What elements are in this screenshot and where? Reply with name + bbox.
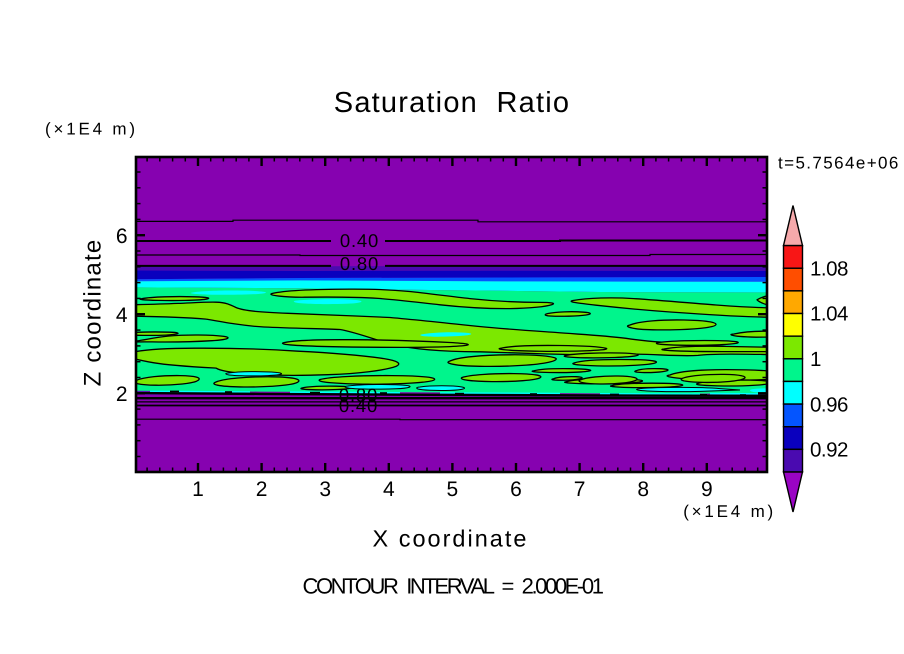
svg-text:2: 2 [116,383,128,406]
svg-text:5: 5 [447,478,459,501]
svg-text:0.40: 0.40 [340,230,379,251]
svg-text:4: 4 [116,304,128,327]
svg-text:4: 4 [383,478,395,501]
svg-text:(×1E4 m): (×1E4 m) [683,502,776,521]
svg-text:Saturation Ratio: Saturation Ratio [334,87,570,119]
svg-text:9: 9 [701,478,713,501]
svg-text:3: 3 [319,478,331,501]
svg-text:0.80: 0.80 [339,385,378,406]
svg-text:1.04: 1.04 [810,303,848,326]
svg-text:0.96: 0.96 [810,393,848,416]
svg-text:(×1E4 m): (×1E4 m) [45,120,138,139]
svg-text:0.40: 0.40 [339,395,378,416]
svg-text:Z coordinate: Z coordinate [80,239,107,387]
svg-text:1.08: 1.08 [810,257,848,280]
svg-text:t=5.7564e+06: t=5.7564e+06 [778,153,900,172]
svg-text:0.80: 0.80 [340,253,379,274]
svg-text:2: 2 [256,478,268,501]
svg-text:CONTOUR INTERVAL = 2.000E-01: CONTOUR INTERVAL = 2.000E-01 [302,574,603,599]
svg-text:7: 7 [574,478,586,501]
svg-text:6: 6 [116,225,128,248]
svg-text:6: 6 [510,478,522,501]
svg-text:X coordinate: X coordinate [373,526,529,552]
svg-text:0.92: 0.92 [810,439,848,462]
svg-text:1: 1 [192,478,204,501]
svg-text:8: 8 [637,478,649,501]
svg-text:1: 1 [810,348,821,371]
